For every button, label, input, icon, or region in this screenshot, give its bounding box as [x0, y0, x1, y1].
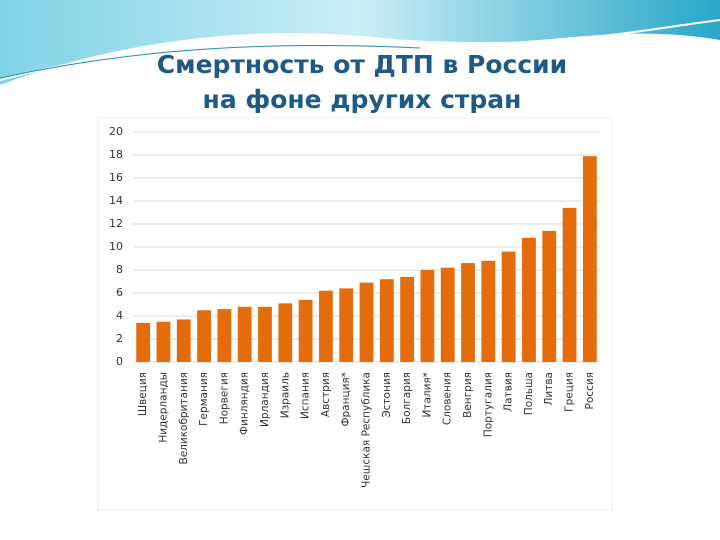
y-tick-label: 16 [109, 171, 123, 184]
x-tick-label: Эстония [381, 372, 393, 418]
x-tick-label: Литва [543, 372, 555, 405]
bar [542, 230, 557, 362]
y-tick-label: 18 [109, 148, 123, 161]
x-tick-label: Франция* [340, 372, 352, 427]
y-tick-label: 6 [116, 286, 123, 299]
bar [359, 282, 374, 362]
x-tick-label: Венгрия [462, 372, 474, 418]
x-tick-label: Швеция [137, 372, 149, 416]
y-tick-label: 0 [116, 355, 123, 368]
x-tick-label: Норвегия [218, 372, 230, 424]
bar [156, 321, 171, 362]
bar [237, 306, 252, 362]
x-tick-label: Греция [564, 372, 576, 412]
x-tick-label: Великобритания [178, 372, 190, 465]
bar [562, 207, 577, 362]
x-tick-label: Италия* [421, 372, 433, 418]
y-tick-label: 4 [116, 309, 123, 322]
y-tick-label: 8 [116, 263, 123, 276]
x-tick-label: Нидерланды [157, 372, 169, 443]
chart-title: Смертность от ДТП в России [157, 50, 567, 79]
bar [339, 288, 354, 362]
x-tick-label: Латвия [503, 372, 515, 412]
bar [176, 319, 191, 362]
x-tick-label: Финляндия [239, 372, 251, 435]
bar [522, 237, 536, 362]
x-tick-label: Чешская Республика [361, 372, 373, 488]
chart-title: на фоне других стран [203, 85, 522, 114]
bar [258, 306, 272, 362]
bar [318, 290, 333, 362]
x-tick-label: Израиль [279, 372, 291, 418]
bar [481, 260, 496, 362]
x-tick-label: Россия [584, 372, 596, 409]
bar [379, 279, 394, 362]
y-tick-label: 14 [109, 194, 123, 207]
wave-line [0, 19, 720, 81]
x-tick-label: Португалия [482, 372, 494, 437]
x-tick-label: Австрия [320, 372, 332, 417]
bar [501, 251, 516, 362]
x-tick-label: Польша [523, 372, 535, 415]
x-tick-label: Болгария [401, 372, 413, 424]
bar [298, 299, 313, 362]
x-tick-label: Германия [198, 372, 210, 426]
bar [136, 322, 151, 362]
wave-decoration [0, 0, 720, 85]
y-tick-label: 20 [109, 125, 123, 138]
wave-line [0, 45, 421, 79]
x-tick-label: Ирландия [259, 372, 271, 427]
bar [400, 276, 415, 362]
x-tick-label: Испания [300, 372, 312, 419]
bar [440, 267, 455, 362]
bar [420, 270, 435, 362]
bar [278, 303, 293, 362]
bar [217, 309, 232, 362]
bar [461, 263, 475, 362]
y-tick-label: 10 [109, 240, 123, 253]
bar [582, 156, 597, 362]
y-tick-label: 2 [116, 332, 123, 345]
y-tick-label: 12 [109, 217, 123, 230]
bar [197, 310, 211, 362]
x-tick-label: Словения [442, 372, 454, 425]
